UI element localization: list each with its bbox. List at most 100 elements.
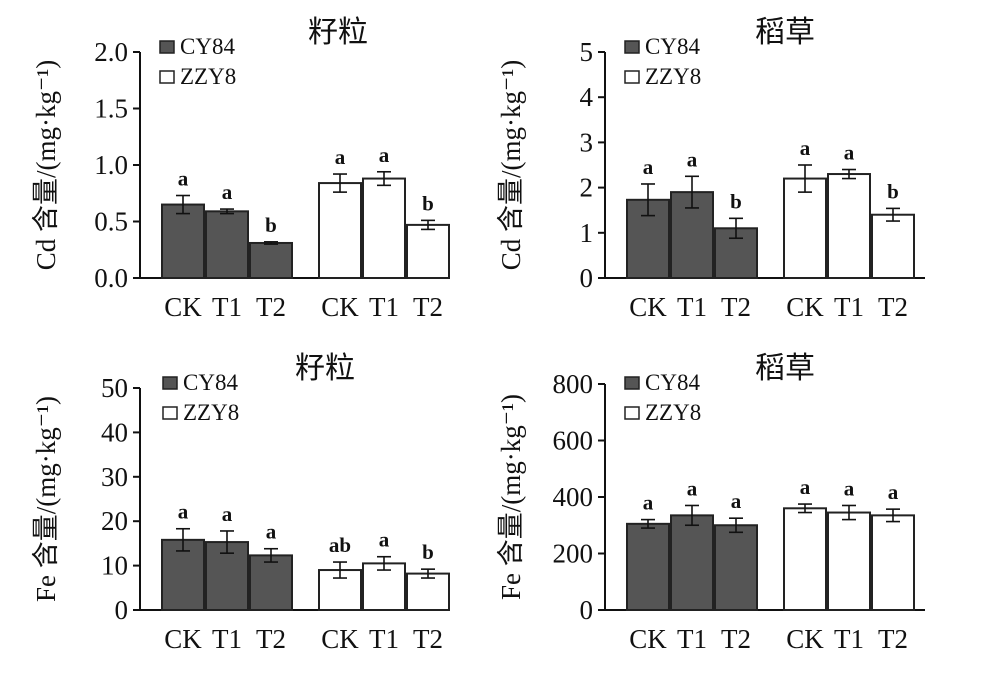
x-tick-label: CK bbox=[629, 624, 667, 654]
y-tick-label: 5 bbox=[580, 37, 594, 67]
y-tick-label: 400 bbox=[553, 482, 594, 512]
y-tick-label: 1.5 bbox=[94, 94, 128, 124]
y-tick-label: 600 bbox=[553, 426, 594, 456]
x-tick-label: CK bbox=[629, 292, 667, 322]
bar-ZZY8-T2 bbox=[871, 213, 915, 279]
x-tick-label: T2 bbox=[413, 292, 443, 322]
bar-CY84-T1 bbox=[670, 514, 714, 611]
chart-title: 籽粒 bbox=[295, 351, 355, 386]
y-tick-label: 4 bbox=[580, 82, 594, 112]
legend-label-CY84: CY84 bbox=[645, 370, 700, 395]
legend-label-ZZY8: ZZY8 bbox=[645, 400, 701, 425]
x-tick-label: T2 bbox=[256, 624, 286, 654]
y-tick-label: 10 bbox=[101, 551, 128, 581]
bar-ZZY8-T1 bbox=[362, 177, 406, 279]
legend-swatch-CY84 bbox=[624, 40, 640, 54]
significance-label: b bbox=[422, 540, 434, 564]
y-axis-label: Fe 含量/(mg·kg⁻¹) bbox=[31, 396, 61, 602]
chart-panel-2: 稻草 Cd 含量/(mg·kg⁻¹) 0 1 2 3 4 5 a CK a T1 b T2 a CK a T1 b T… bbox=[496, 15, 925, 322]
x-tick-label: T2 bbox=[721, 292, 751, 322]
chart-title: 稻草 bbox=[755, 351, 815, 386]
y-tick-label: 50 bbox=[101, 373, 128, 403]
y-tick-label: 0 bbox=[115, 595, 129, 625]
x-tick-label: T2 bbox=[256, 292, 286, 322]
significance-label: a bbox=[800, 136, 811, 160]
x-tick-label: T1 bbox=[677, 624, 707, 654]
significance-label: a bbox=[379, 528, 390, 552]
significance-label: b bbox=[730, 189, 742, 213]
y-tick-label: 200 bbox=[553, 539, 594, 569]
legend-swatch-ZZY8 bbox=[159, 70, 175, 84]
y-axis-label: Cd 含量/(mg·kg⁻¹) bbox=[31, 60, 61, 271]
significance-label: a bbox=[643, 155, 654, 179]
x-tick-label: CK bbox=[321, 292, 359, 322]
significance-label: b bbox=[422, 191, 434, 215]
bar-ZZY8-CK bbox=[783, 177, 827, 279]
y-tick-label: 2 bbox=[580, 173, 594, 203]
x-tick-label: CK bbox=[321, 624, 359, 654]
x-tick-label: CK bbox=[164, 624, 202, 654]
bar-CY84-T1 bbox=[670, 191, 714, 279]
significance-label: b bbox=[887, 179, 899, 203]
x-tick-label: CK bbox=[786, 292, 824, 322]
significance-label: a bbox=[178, 167, 189, 191]
significance-label: ab bbox=[329, 533, 351, 557]
chart-panel-4: 稻草 Fe 含量/(mg·kg⁻¹) 0 200 400 600 800 a CK a T1 a T2 a… bbox=[496, 351, 925, 654]
legend-swatch-ZZY8 bbox=[624, 406, 640, 420]
bar-ZZY8-T2 bbox=[406, 223, 450, 279]
bar-ZZY8-CK bbox=[783, 507, 827, 611]
x-tick-label: T1 bbox=[212, 292, 242, 322]
legend-swatch-CY84 bbox=[159, 40, 175, 54]
legend-swatch-ZZY8 bbox=[162, 406, 178, 420]
x-tick-label: T1 bbox=[212, 624, 242, 654]
y-tick-label: 0 bbox=[580, 263, 594, 293]
y-tick-label: 0.0 bbox=[94, 263, 128, 293]
bar-CY84-T2 bbox=[249, 554, 293, 611]
y-axis-label: Fe 含量/(mg·kg⁻¹) bbox=[496, 394, 526, 600]
significance-label: a bbox=[888, 480, 899, 504]
x-tick-label: CK bbox=[786, 624, 824, 654]
bar-CY84-CK bbox=[161, 203, 205, 279]
bar-CY84-T2 bbox=[714, 524, 758, 611]
significance-label: a bbox=[222, 502, 233, 526]
legend-label-ZZY8: ZZY8 bbox=[183, 400, 239, 425]
significance-label: a bbox=[687, 476, 698, 500]
x-tick-label: CK bbox=[164, 292, 202, 322]
significance-label: a bbox=[335, 145, 346, 169]
legend-label-CY84: CY84 bbox=[183, 370, 238, 395]
significance-label: a bbox=[266, 520, 277, 544]
x-tick-label: T1 bbox=[369, 624, 399, 654]
y-tick-label: 40 bbox=[101, 417, 128, 447]
x-tick-label: T1 bbox=[834, 292, 864, 322]
legend-swatch-ZZY8 bbox=[624, 70, 640, 84]
y-tick-label: 30 bbox=[101, 462, 128, 492]
significance-label: a bbox=[687, 147, 698, 171]
significance-label: a bbox=[643, 491, 654, 515]
bar-ZZY8-T2 bbox=[406, 572, 450, 611]
legend-label-ZZY8: ZZY8 bbox=[180, 64, 236, 89]
bar-CY84-CK bbox=[626, 522, 670, 612]
legend-swatch-CY84 bbox=[162, 376, 178, 390]
legend-swatch-CY84 bbox=[624, 376, 640, 390]
y-tick-label: 800 bbox=[553, 369, 594, 399]
y-tick-label: 20 bbox=[101, 506, 128, 536]
y-tick-label: 1 bbox=[580, 218, 594, 248]
bar-ZZY8-T1 bbox=[362, 562, 406, 612]
bar-CY84-T2 bbox=[249, 241, 293, 279]
x-tick-label: T2 bbox=[413, 624, 443, 654]
y-tick-label: 2.0 bbox=[94, 37, 128, 67]
chart-panel-1: 籽粒 Cd 含量/(mg·kg⁻¹) 0.0 0.5 1.0 1.5 2.0 a CK a T1 b T… bbox=[31, 15, 450, 322]
significance-label: a bbox=[178, 500, 189, 524]
x-tick-label: T2 bbox=[878, 624, 908, 654]
significance-label: a bbox=[379, 143, 390, 167]
chart-title: 稻草 bbox=[755, 15, 815, 50]
significance-label: a bbox=[800, 475, 811, 499]
legend-label-ZZY8: ZZY8 bbox=[645, 64, 701, 89]
y-tick-label: 3 bbox=[580, 127, 594, 157]
bar-ZZY8-T1 bbox=[827, 173, 871, 279]
significance-label: a bbox=[844, 476, 855, 500]
bar-ZZY8-CK bbox=[318, 182, 362, 279]
x-tick-label: T1 bbox=[677, 292, 707, 322]
